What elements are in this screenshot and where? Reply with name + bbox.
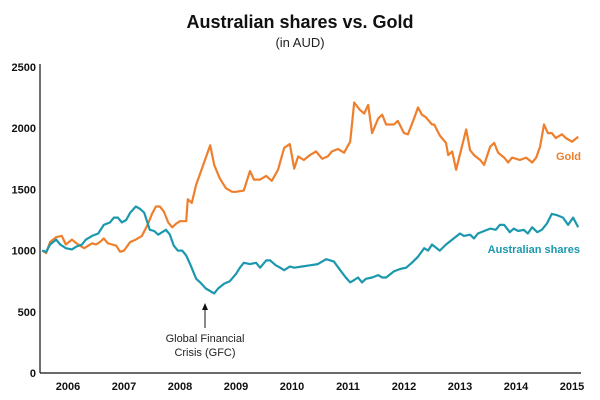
x-tick-label: 2013 <box>448 381 472 393</box>
chart-subtitle: (in AUD) <box>275 35 324 50</box>
chart-title: Australian shares vs. Gold <box>186 12 413 32</box>
y-tick-label: 1500 <box>12 184 36 196</box>
series-lines <box>41 101 580 295</box>
series-label-gold: Gold <box>556 151 581 163</box>
y-tick-label: 0 <box>30 368 36 380</box>
x-tick-label: 2015 <box>560 381 584 393</box>
x-tick-label: 2008 <box>168 381 192 393</box>
x-tick-label: 2009 <box>224 381 248 393</box>
y-tick-label: 1000 <box>12 246 36 258</box>
annotation-arrow-head-icon <box>202 303 208 310</box>
series-line-gold <box>41 101 579 255</box>
gfc-annotation: Global Financial Crisis (GFC) <box>166 303 245 359</box>
y-tick-label: 500 <box>18 307 36 319</box>
x-axis-ticks: 2006 2007 2008 2009 2010 2011 2012 2013 2014 2015 <box>56 381 584 393</box>
x-tick-label: 2014 <box>504 381 529 393</box>
x-tick-label: 2006 <box>56 381 80 393</box>
y-tick-label: 2500 <box>12 62 36 74</box>
x-tick-label: 2011 <box>336 381 360 393</box>
x-tick-label: 2012 <box>392 381 416 393</box>
y-axis-ticks: 0 500 1000 1500 2000 2500 <box>12 62 36 380</box>
x-tick-label: 2010 <box>280 381 304 393</box>
series-line-australian-shares <box>41 205 580 295</box>
series-labels: Gold Australian shares <box>488 151 581 256</box>
x-tick-label: 2007 <box>112 381 136 393</box>
annotation-line-2: Crisis (GFC) <box>174 347 235 359</box>
series-label-australian-shares: Australian shares <box>488 244 580 256</box>
annotation-line-1: Global Financial <box>166 333 245 345</box>
y-tick-label: 2000 <box>12 123 36 135</box>
